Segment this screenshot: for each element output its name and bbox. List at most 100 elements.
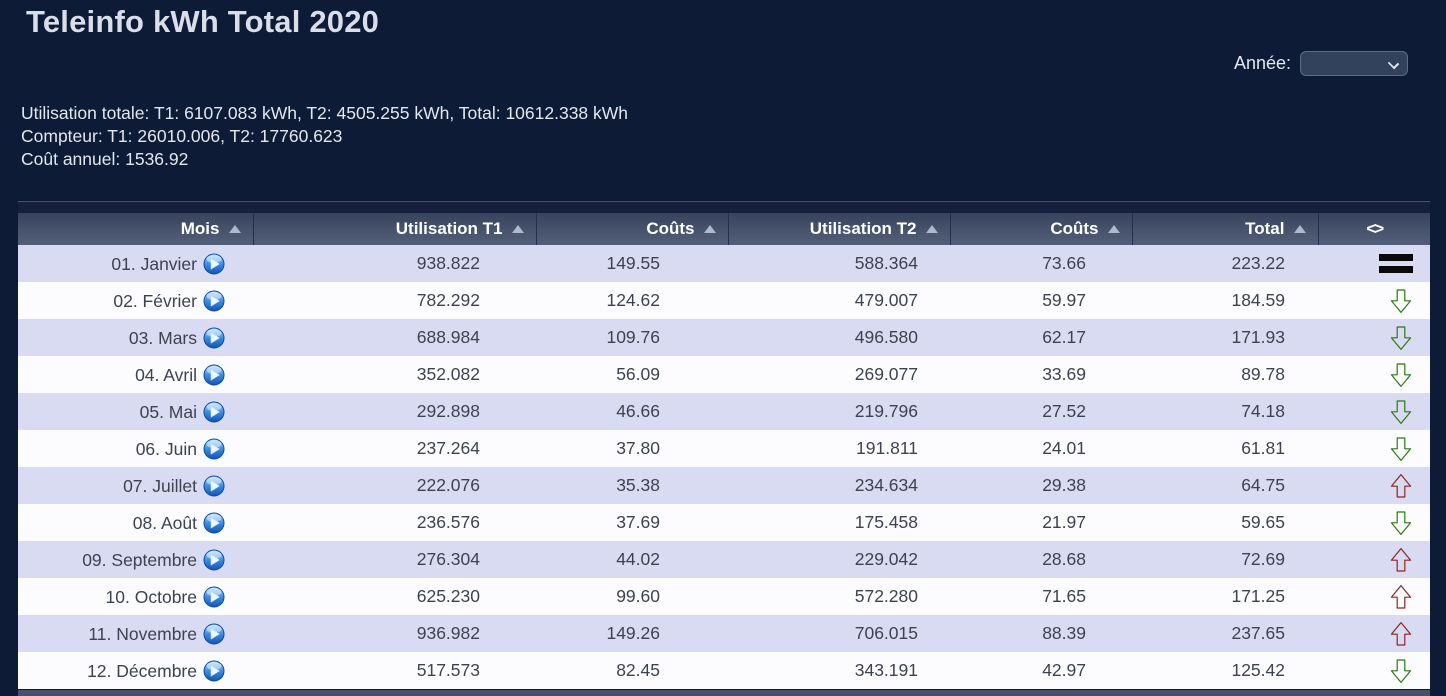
utilisation-t2-cell: 175.458 bbox=[728, 504, 950, 541]
trend-cell bbox=[1318, 578, 1430, 615]
table-header: Mois Utilisation T1 Coûts Utilisation T2… bbox=[18, 213, 1430, 245]
trend-cell bbox=[1318, 467, 1430, 504]
trend-cell bbox=[1318, 504, 1430, 541]
play-icon[interactable] bbox=[203, 475, 225, 497]
sort-asc-icon bbox=[228, 225, 241, 233]
trend-down-icon bbox=[1388, 399, 1414, 425]
couts-t1-cell: 109.76 bbox=[536, 319, 728, 356]
column-header-utilisation-t2[interactable]: Utilisation T2 bbox=[728, 213, 951, 245]
sort-asc-icon bbox=[1107, 225, 1120, 233]
column-header-utilisation-t1[interactable]: Utilisation T1 bbox=[253, 213, 537, 245]
month-cell: 04. Avril bbox=[18, 356, 253, 393]
column-header-trend-label: <> bbox=[1366, 219, 1384, 238]
trend-cell bbox=[1318, 615, 1430, 652]
utilisation-t1-cell: 222.076 bbox=[253, 467, 536, 504]
trend-down-icon bbox=[1388, 510, 1414, 536]
trend-equal-icon bbox=[1378, 253, 1414, 274]
trend-cell bbox=[1318, 319, 1430, 356]
couts-t2-cell: 33.69 bbox=[950, 356, 1132, 393]
column-header-label: Utilisation T1 bbox=[395, 219, 503, 238]
play-icon[interactable] bbox=[203, 660, 225, 682]
total-cell: 223.22 bbox=[1132, 245, 1318, 282]
trend-up-icon bbox=[1388, 473, 1414, 499]
play-icon[interactable] bbox=[203, 586, 225, 608]
table-top-bar bbox=[18, 202, 1430, 213]
trend-cell bbox=[1318, 356, 1430, 393]
month-label: 03. Mars bbox=[128, 327, 197, 348]
couts-t1-cell: 124.62 bbox=[536, 282, 728, 319]
month-label: 08. Août bbox=[132, 512, 197, 533]
trend-up-icon bbox=[1388, 621, 1414, 647]
month-label: 02. Février bbox=[113, 290, 197, 311]
play-icon[interactable] bbox=[203, 401, 225, 423]
table-row: 03. Mars 688.984 109.76 496.580 62.17 17… bbox=[18, 319, 1430, 356]
monthly-table: Mois Utilisation T1 Coûts Utilisation T2… bbox=[18, 213, 1430, 689]
table-row: 02. Février 782.292 124.62 479.007 59.97… bbox=[18, 282, 1430, 319]
month-cell: 03. Mars bbox=[18, 319, 253, 356]
month-label: 11. Novembre bbox=[88, 623, 197, 644]
column-header-total[interactable]: Total bbox=[1132, 213, 1319, 245]
couts-t1-cell: 56.09 bbox=[536, 356, 728, 393]
play-icon[interactable] bbox=[203, 290, 225, 312]
column-header-trend[interactable]: <> bbox=[1318, 213, 1430, 245]
couts-t2-cell: 24.01 bbox=[950, 430, 1132, 467]
total-cell: 184.59 bbox=[1132, 282, 1318, 319]
total-cell: 59.65 bbox=[1132, 504, 1318, 541]
play-icon[interactable] bbox=[203, 512, 225, 534]
sort-asc-icon bbox=[925, 225, 938, 233]
utilisation-t1-cell: 352.082 bbox=[253, 356, 536, 393]
play-icon[interactable] bbox=[203, 623, 225, 645]
utilisation-t2-cell: 496.580 bbox=[728, 319, 950, 356]
sort-asc-icon bbox=[703, 225, 716, 233]
trend-down-icon bbox=[1388, 658, 1414, 684]
play-icon[interactable] bbox=[203, 364, 225, 386]
total-cell: 171.25 bbox=[1132, 578, 1318, 615]
total-cell: 61.81 bbox=[1132, 430, 1318, 467]
year-select[interactable] bbox=[1300, 51, 1409, 76]
couts-t1-cell: 46.66 bbox=[536, 393, 728, 430]
utilisation-t2-cell: 706.015 bbox=[728, 615, 950, 652]
couts-t2-cell: 62.17 bbox=[950, 319, 1132, 356]
month-cell: 05. Mai bbox=[18, 393, 253, 430]
couts-t2-cell: 21.97 bbox=[950, 504, 1132, 541]
couts-t2-cell: 73.66 bbox=[950, 245, 1132, 282]
column-header-mois[interactable]: Mois bbox=[18, 213, 254, 245]
sort-asc-icon bbox=[1293, 225, 1306, 233]
month-cell: 08. Août bbox=[18, 504, 253, 541]
total-cell: 64.75 bbox=[1132, 467, 1318, 504]
column-header-couts-t1[interactable]: Coûts bbox=[536, 213, 729, 245]
summary-block: Utilisation totale: T1: 6107.083 kWh, T2… bbox=[21, 102, 628, 171]
play-icon[interactable] bbox=[203, 253, 225, 275]
utilisation-t2-cell: 343.191 bbox=[728, 652, 950, 689]
utilisation-t1-cell: 292.898 bbox=[253, 393, 536, 430]
column-header-label: Total bbox=[1245, 219, 1285, 238]
couts-t1-cell: 99.60 bbox=[536, 578, 728, 615]
utilisation-t1-cell: 625.230 bbox=[253, 578, 536, 615]
play-icon[interactable] bbox=[203, 438, 225, 460]
table-row: 11. Novembre 936.982 149.26 706.015 88.3… bbox=[18, 615, 1430, 652]
chevron-down-icon bbox=[1389, 59, 1398, 68]
utilisation-t1-cell: 938.822 bbox=[253, 245, 536, 282]
utilisation-t2-cell: 588.364 bbox=[728, 245, 950, 282]
couts-t2-cell: 59.97 bbox=[950, 282, 1132, 319]
utilisation-t2-cell: 191.811 bbox=[728, 430, 950, 467]
month-label: 12. Décembre bbox=[87, 660, 197, 681]
month-label: 01. Janvier bbox=[111, 253, 197, 274]
summary-usage-line: Utilisation totale: T1: 6107.083 kWh, T2… bbox=[21, 103, 629, 123]
page-title: Teleinfo kWh Total 2020 bbox=[26, 4, 380, 39]
month-cell: 07. Juillet bbox=[18, 467, 253, 504]
trend-cell bbox=[1318, 430, 1430, 467]
utilisation-t1-cell: 237.264 bbox=[253, 430, 536, 467]
trend-down-icon bbox=[1388, 325, 1414, 351]
summary-meter-line: Compteur: T1: 26010.006, T2: 17760.623 bbox=[21, 126, 343, 146]
trend-down-icon bbox=[1388, 362, 1414, 388]
month-cell: 01. Janvier bbox=[18, 245, 253, 282]
utilisation-t2-cell: 219.796 bbox=[728, 393, 950, 430]
month-cell: 12. Décembre bbox=[18, 652, 253, 689]
play-icon[interactable] bbox=[203, 549, 225, 571]
column-header-couts-t2[interactable]: Coûts bbox=[950, 213, 1133, 245]
table-row: 10. Octobre 625.230 99.60 572.280 71.65 … bbox=[18, 578, 1430, 615]
utilisation-t2-cell: 269.077 bbox=[728, 356, 950, 393]
play-icon[interactable] bbox=[203, 327, 225, 349]
month-label: 09. Septembre bbox=[82, 549, 197, 570]
